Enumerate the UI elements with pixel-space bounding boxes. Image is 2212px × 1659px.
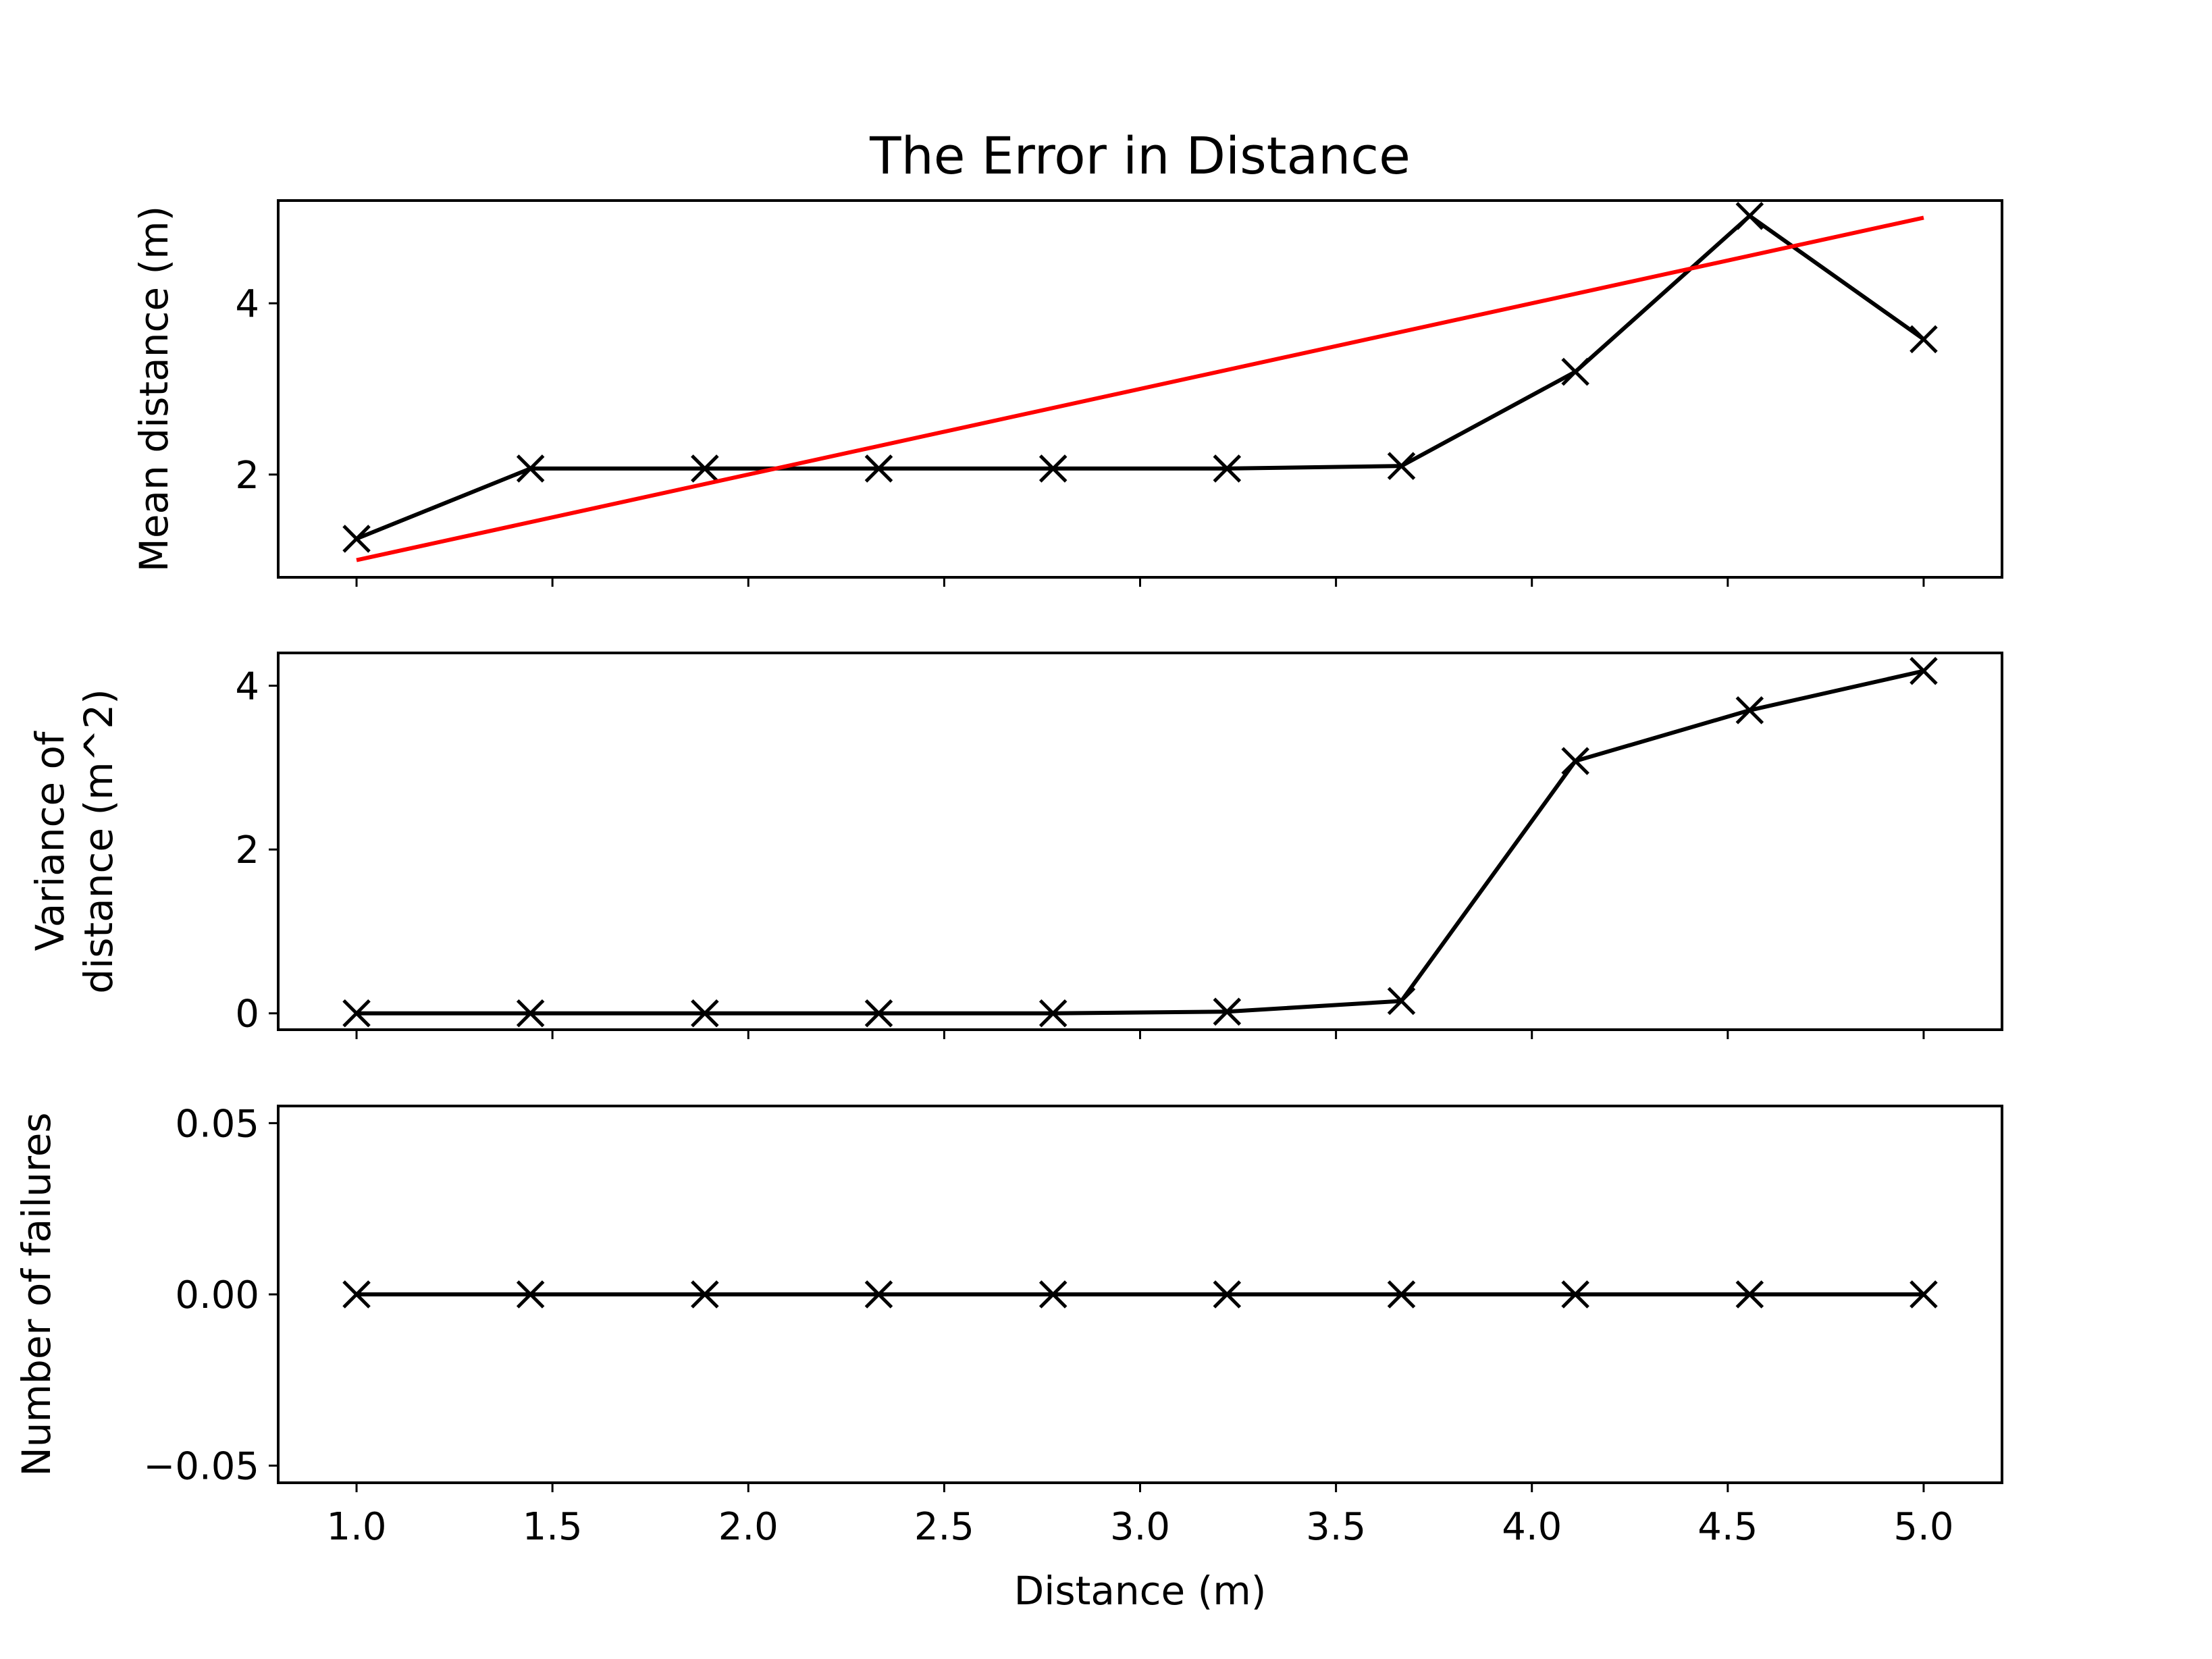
data-point-marker: [1561, 747, 1589, 775]
x-axis-label: Distance (m): [1014, 1568, 1267, 1614]
x-tick-label: 4.0: [1502, 1505, 1562, 1549]
data-point-marker: [1038, 454, 1068, 483]
y-axis-label-line: Variance of: [27, 731, 73, 951]
data-point-marker: [1213, 1280, 1242, 1309]
y-tick-label: 4: [235, 665, 259, 709]
data-point-marker: [1038, 1280, 1068, 1309]
y-tick-label: 0: [235, 993, 259, 1036]
data-point-marker: [1735, 202, 1764, 230]
data-point-marker: [516, 454, 545, 483]
y-axis-label-line: distance (m^2): [76, 689, 122, 993]
data-point-marker: [516, 1280, 545, 1309]
y-axis-label: Number of failures: [14, 1112, 59, 1476]
data-point-marker: [1735, 1280, 1764, 1309]
y-axis-label-line: Mean distance (m): [131, 206, 177, 572]
series-line-1: [357, 668, 1924, 1016]
data-point-marker: [1213, 997, 1242, 1026]
data-point-marker: [1735, 696, 1764, 725]
x-tick-label: 1.0: [327, 1505, 387, 1549]
y-tick-label: 4: [235, 282, 259, 326]
data-point-marker: [342, 999, 371, 1028]
chart-title: The Error in Distance: [869, 126, 1411, 186]
y-tick-label: 0.00: [175, 1273, 259, 1317]
x-tick-label: 3.5: [1306, 1505, 1366, 1549]
x-tick-label: 3.0: [1110, 1505, 1170, 1549]
data-point-marker: [1910, 325, 1938, 354]
y-tick-label: 0.05: [175, 1102, 259, 1146]
data-point-marker: [691, 1280, 719, 1309]
y-axis-label-line: Number of failures: [14, 1112, 59, 1476]
data-point-marker: [1561, 1280, 1589, 1309]
y-tick-label: 2: [235, 454, 259, 498]
x-tick-label: 5.0: [1893, 1505, 1953, 1549]
data-point-marker: [1387, 986, 1416, 1016]
y-tick-label: −0.05: [143, 1445, 259, 1489]
data-point-marker: [1387, 452, 1416, 480]
data-point-marker: [691, 454, 719, 483]
data-point-marker: [516, 999, 545, 1028]
x-tick-label: 2.5: [914, 1505, 974, 1549]
data-point-marker: [342, 1280, 371, 1309]
data-point-marker: [1910, 1280, 1938, 1309]
data-point-marker: [342, 525, 371, 553]
subplot-3: −0.05 0.00 0.05 1.0 1.5 2.0 2.5 3.0 3.5 4.0 4.5 5.0…: [14, 1102, 2003, 1614]
data-point-marker: [864, 999, 893, 1028]
series-line-2: [356, 215, 1924, 562]
subplot-2: 0 2 4 Variance ofdistance (m^2): [27, 652, 2003, 1039]
data-point-marker: [1561, 357, 1589, 386]
y-axis-label: Mean distance (m): [131, 206, 177, 572]
data-point-marker: [864, 1280, 893, 1309]
subplot-1: The Error in Distance 2 4 Mean distance (m): [131, 126, 2003, 587]
x-tick-label: 2.0: [718, 1505, 779, 1549]
x-tick-label: 1.5: [523, 1505, 583, 1549]
data-point-marker: [1213, 454, 1242, 483]
y-axis-label: Variance ofdistance (m^2): [27, 689, 122, 993]
data-point-marker: [1910, 656, 1938, 685]
series-line-1: [355, 213, 1925, 541]
y-tick-label: 2: [235, 828, 259, 872]
data-point-marker: [691, 999, 719, 1028]
x-tick-label: 4.5: [1697, 1505, 1758, 1549]
data-point-marker: [1038, 999, 1068, 1028]
data-point-marker: [864, 454, 893, 483]
data-point-marker: [1387, 1280, 1416, 1309]
